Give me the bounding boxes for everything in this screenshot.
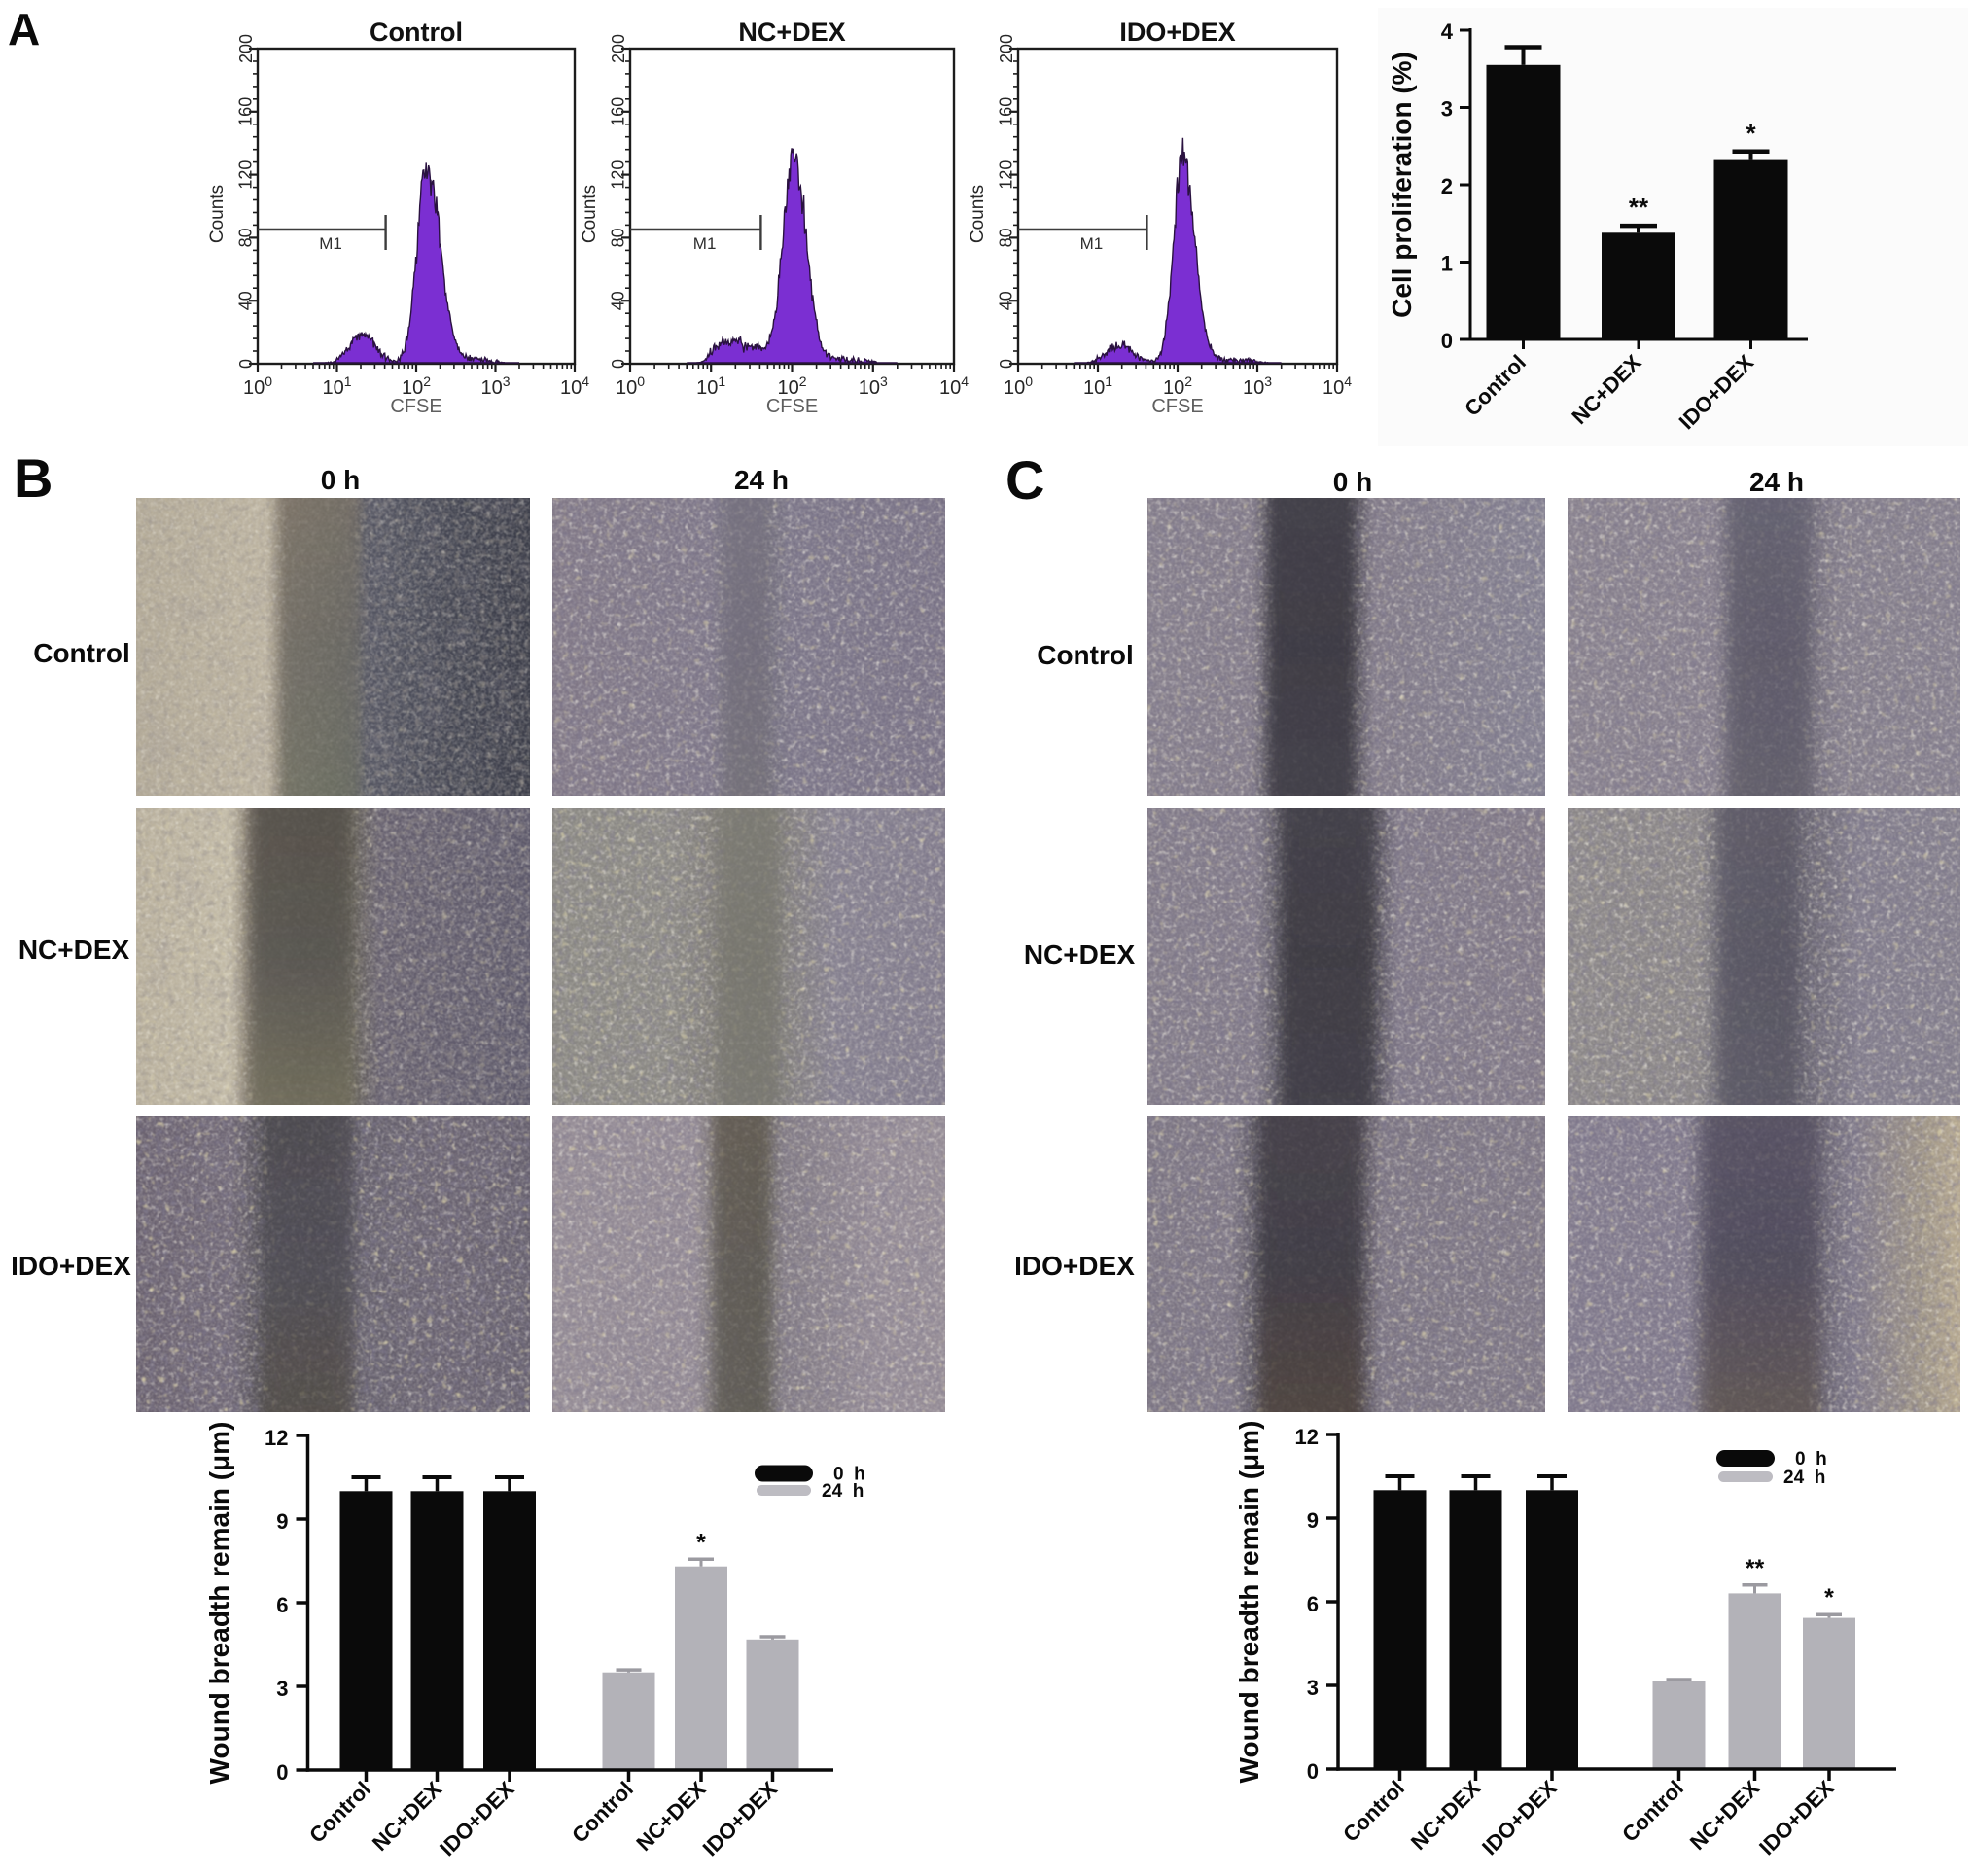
svg-text:80: 80 (236, 228, 256, 247)
svg-text:24 h: 24 h (1749, 467, 1804, 497)
svg-text:80: 80 (997, 228, 1016, 247)
svg-text:0: 0 (236, 359, 256, 369)
svg-text:0: 0 (1441, 329, 1453, 353)
svg-text:120: 120 (236, 160, 256, 190)
svg-text:0 h: 0 h (321, 465, 360, 495)
svg-text:80: 80 (609, 228, 628, 247)
svg-text:0: 0 (1307, 1759, 1319, 1784)
svg-text:Control: Control (1037, 640, 1134, 670)
svg-text:0 h: 0 h (1795, 1449, 1827, 1469)
svg-text:160: 160 (609, 97, 628, 126)
svg-text:Wound breadth remain (μm): Wound breadth remain (μm) (1234, 1421, 1264, 1784)
svg-text:0: 0 (997, 359, 1016, 369)
svg-text:200: 200 (236, 34, 256, 63)
svg-text:*: * (1746, 119, 1756, 148)
svg-text:CFSE: CFSE (390, 396, 441, 417)
svg-text:CFSE: CFSE (766, 396, 818, 417)
svg-text:NC+DEX: NC+DEX (738, 18, 845, 47)
svg-text:12: 12 (265, 1426, 288, 1450)
svg-text:IDO+DEX: IDO+DEX (1014, 1251, 1135, 1281)
svg-text:**: ** (1746, 1555, 1765, 1582)
svg-text:6: 6 (276, 1593, 288, 1617)
svg-text:NC+DEX: NC+DEX (18, 935, 130, 965)
svg-text:24 h: 24 h (1783, 1468, 1825, 1488)
svg-text:2: 2 (1441, 174, 1453, 198)
svg-text:CFSE: CFSE (1151, 396, 1203, 417)
svg-text:40: 40 (236, 291, 256, 310)
svg-text:1: 1 (1441, 252, 1453, 276)
svg-text:*: * (696, 1529, 706, 1556)
svg-text:0 h: 0 h (1333, 467, 1372, 497)
svg-text:0 h: 0 h (833, 1465, 865, 1485)
svg-text:M1: M1 (1080, 234, 1104, 253)
svg-text:9: 9 (1307, 1508, 1319, 1533)
svg-text:24 h: 24 h (822, 1481, 864, 1502)
svg-text:B: B (14, 447, 53, 509)
svg-text:NC+DEX: NC+DEX (1024, 939, 1136, 970)
svg-text:M1: M1 (319, 234, 342, 253)
svg-text:3: 3 (1441, 97, 1453, 122)
svg-text:160: 160 (997, 97, 1016, 126)
svg-text:C: C (1005, 449, 1044, 511)
svg-text:3: 3 (1307, 1676, 1319, 1700)
svg-text:IDO+DEX: IDO+DEX (1119, 18, 1235, 47)
svg-text:24 h: 24 h (734, 465, 789, 495)
svg-text:0: 0 (609, 359, 628, 369)
svg-text:0: 0 (276, 1760, 288, 1785)
svg-text:120: 120 (997, 160, 1016, 190)
svg-text:**: ** (1629, 193, 1649, 222)
svg-text:40: 40 (609, 291, 628, 310)
svg-text:Control: Control (370, 18, 463, 47)
svg-text:12: 12 (1295, 1425, 1319, 1449)
svg-text:*: * (1824, 1584, 1834, 1611)
svg-text:Cell proliferation (%): Cell proliferation (%) (1387, 52, 1417, 318)
svg-text:Control: Control (33, 638, 130, 668)
svg-text:160: 160 (236, 97, 256, 126)
svg-text:M1: M1 (693, 234, 717, 253)
svg-text:IDO+DEX: IDO+DEX (11, 1251, 131, 1281)
svg-text:9: 9 (276, 1509, 288, 1534)
svg-text:Wound breadth remain (μm): Wound breadth remain (μm) (204, 1422, 234, 1785)
svg-text:Counts: Counts (580, 185, 600, 243)
svg-text:100: 100 (243, 373, 272, 399)
svg-text:3: 3 (276, 1677, 288, 1701)
svg-text:40: 40 (997, 291, 1016, 310)
svg-text:6: 6 (1307, 1592, 1319, 1616)
svg-text:200: 200 (997, 34, 1016, 63)
svg-text:Counts: Counts (968, 185, 988, 243)
svg-text:4: 4 (1441, 19, 1454, 44)
svg-text:Counts: Counts (207, 185, 228, 243)
svg-text:A: A (8, 4, 40, 54)
svg-text:120: 120 (609, 160, 628, 190)
svg-text:200: 200 (609, 34, 628, 63)
